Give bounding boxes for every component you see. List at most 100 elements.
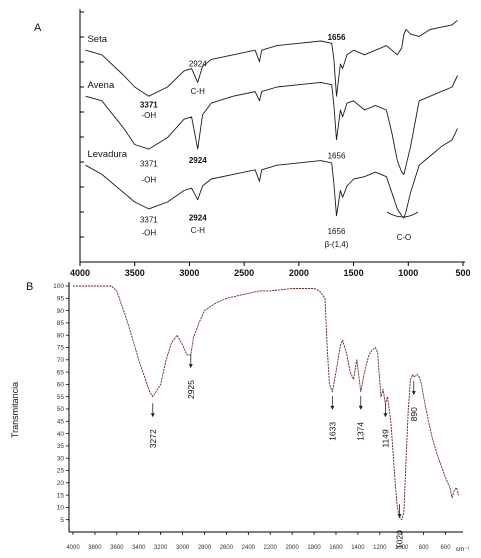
peak-marker: 2925 bbox=[186, 354, 196, 399]
y-tick-label: 25 bbox=[57, 468, 65, 475]
peak-annotation: -OH bbox=[141, 175, 156, 184]
peak-annotation: 3371 bbox=[140, 159, 158, 168]
y-tick-label: 60 bbox=[57, 382, 65, 389]
series-line-levadura bbox=[85, 128, 458, 219]
x-tick-label: 2000 bbox=[285, 545, 299, 551]
x-tick-label: 1600 bbox=[329, 545, 343, 551]
x-tick-label: 1800 bbox=[307, 545, 321, 551]
panel-a-y-tick-marks bbox=[80, 11, 84, 263]
peak-annotation: 3371 bbox=[140, 101, 158, 110]
x-tick-label: 3000 bbox=[176, 545, 190, 551]
peak-annotation: 2924 bbox=[189, 213, 207, 222]
peak-label: 1149 bbox=[380, 429, 390, 448]
series-line-avena bbox=[85, 75, 458, 175]
x-tick-label: 4000 bbox=[70, 268, 90, 278]
peak-arrowhead bbox=[383, 413, 388, 418]
panel-b-label: B bbox=[26, 281, 33, 293]
panel-b-y-axis-title: Transmitancia bbox=[10, 382, 20, 438]
peak-marker: 890 bbox=[409, 381, 419, 421]
x-tick-label: 1500 bbox=[344, 268, 364, 278]
y-tick-label: 55 bbox=[57, 394, 65, 401]
panel-b-annotations: 3272 2925 1633 1374 1149 890 1020 bbox=[148, 354, 419, 549]
peak-annotation: -OH bbox=[141, 228, 156, 237]
peak-label: 1020 bbox=[395, 530, 405, 549]
peak-label: 1374 bbox=[356, 422, 366, 441]
x-tick-label: 3000 bbox=[179, 268, 199, 278]
peak-arrowhead bbox=[188, 364, 193, 369]
transmittance-line bbox=[73, 285, 460, 521]
peak-label: 3272 bbox=[148, 429, 158, 448]
peak-annotation: C-H bbox=[191, 87, 205, 96]
x-tick-label: 2400 bbox=[242, 545, 256, 551]
y-tick-label: 20 bbox=[57, 480, 65, 487]
x-tick-label: 1400 bbox=[351, 545, 365, 551]
panel-a: A 4000 3500 3000 2500 2000 1500 1000 500 Seta Av… bbox=[34, 9, 471, 278]
peak-label: 2925 bbox=[186, 380, 196, 399]
peak-annotation: 3371 bbox=[140, 216, 158, 225]
y-tick-label: 5 bbox=[60, 517, 64, 524]
panel-b-x-ticks: 4000 3800 3600 3400 3200 3000 2800 2600 2400 2200… bbox=[66, 532, 451, 551]
x-tick-label: 2500 bbox=[234, 268, 254, 278]
y-tick-label: 95 bbox=[57, 296, 65, 303]
y-tick-label: 35 bbox=[57, 443, 65, 450]
x-tick-label: 2200 bbox=[264, 545, 278, 551]
peak-marker: 1149 bbox=[380, 403, 390, 448]
y-tick-label: 70 bbox=[57, 357, 65, 364]
y-tick-label: 50 bbox=[57, 406, 65, 413]
y-tick-label: 10 bbox=[57, 505, 65, 512]
x-tick-label: 3400 bbox=[132, 545, 146, 551]
peak-annotation: 1656 bbox=[328, 227, 346, 236]
c-o-bracket bbox=[386, 211, 419, 218]
x-tick-label: 3500 bbox=[125, 268, 145, 278]
peak-annotation: 1656 bbox=[328, 33, 346, 42]
series-line-seta bbox=[85, 19, 458, 97]
peak-marker: 3272 bbox=[148, 403, 158, 448]
x-tick-label: 800 bbox=[419, 545, 430, 551]
panel-a-x-ticks: 4000 3500 3000 2500 2000 1500 1000 500 bbox=[70, 262, 471, 278]
y-tick-label: 85 bbox=[57, 320, 65, 327]
y-tick-label: 80 bbox=[57, 332, 65, 339]
peak-arrowhead bbox=[330, 405, 335, 410]
x-tick-label: 1000 bbox=[395, 545, 409, 551]
panel-a-series: Seta Avena Levadura bbox=[85, 19, 458, 219]
y-tick-label: 75 bbox=[57, 345, 65, 352]
peak-marker: 1374 bbox=[356, 395, 366, 441]
peak-label: 1633 bbox=[327, 422, 337, 441]
series-label-avena: Avena bbox=[87, 80, 114, 91]
peak-marker: 1633 bbox=[327, 395, 337, 441]
x-tick-label: 4000 bbox=[66, 545, 80, 551]
peak-arrowhead bbox=[397, 514, 402, 519]
peak-annotation: 2924 bbox=[189, 59, 207, 68]
peak-annotation: -OH bbox=[141, 111, 156, 120]
peak-arrowhead bbox=[358, 405, 363, 410]
panel-b: B 10095908580757065605550454035302520151… bbox=[10, 281, 469, 553]
x-tick-label: 2000 bbox=[289, 268, 309, 278]
y-tick-label: 15 bbox=[57, 492, 65, 499]
peak-annotation: β-(1,4) bbox=[325, 240, 349, 249]
x-tick-label: 1000 bbox=[398, 268, 418, 278]
y-tick-label: 30 bbox=[57, 455, 65, 462]
peak-label: 890 bbox=[409, 407, 419, 421]
x-tick-label: 500 bbox=[455, 268, 470, 278]
panel-b-x-unit: cm⁻¹ bbox=[456, 547, 469, 553]
peak-annotation: C-O bbox=[397, 233, 412, 242]
x-tick-label: 3200 bbox=[154, 545, 168, 551]
y-tick-label: 45 bbox=[57, 419, 65, 426]
peak-annotation: C-H bbox=[191, 226, 205, 235]
x-tick-label: 600 bbox=[441, 545, 452, 551]
x-tick-label: 1200 bbox=[373, 545, 387, 551]
x-tick-label: 3800 bbox=[88, 545, 102, 551]
x-tick-label: 3600 bbox=[110, 545, 124, 551]
peak-annotation: 2924 bbox=[189, 156, 207, 165]
panel-b-y-ticks: 100 95 90 85 80 75 70 65 60 55 50 45 40 35 30 25 20 15 10 5 bbox=[53, 283, 69, 524]
panel-a-label: A bbox=[34, 22, 42, 34]
series-label-seta: Seta bbox=[87, 34, 107, 45]
y-tick-label: 100 bbox=[53, 283, 64, 290]
x-tick-label: 2600 bbox=[220, 545, 234, 551]
panel-b-series bbox=[73, 285, 460, 521]
series-label-levadura: Levadura bbox=[87, 149, 127, 160]
peak-annotation: 1656 bbox=[328, 151, 346, 160]
y-tick-label: 90 bbox=[57, 308, 65, 315]
y-tick-label: 65 bbox=[57, 369, 65, 376]
